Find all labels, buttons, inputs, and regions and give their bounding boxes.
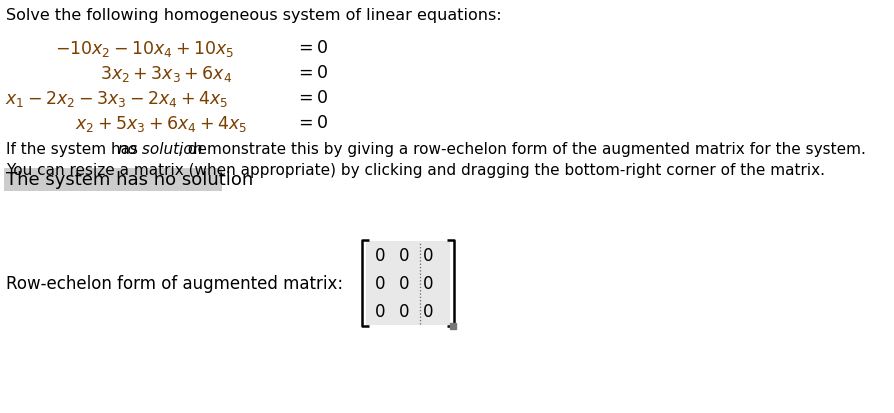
Text: 0: 0	[423, 247, 434, 264]
Text: 0: 0	[375, 247, 385, 264]
Text: 0: 0	[423, 274, 434, 292]
Text: 0: 0	[423, 302, 434, 320]
Text: $-10x_2-10x_4+10x_5$: $-10x_2-10x_4+10x_5$	[55, 39, 234, 59]
FancyBboxPatch shape	[4, 169, 222, 192]
Text: Solve the following homogeneous system of linear equations:: Solve the following homogeneous system o…	[6, 8, 502, 23]
Text: 0: 0	[399, 247, 409, 264]
FancyBboxPatch shape	[366, 242, 450, 325]
Text: Row-echelon form of augmented matrix:: Row-echelon form of augmented matrix:	[6, 274, 343, 292]
Text: You can resize a matrix (when appropriate) by clicking and dragging the bottom-r: You can resize a matrix (when appropriat…	[6, 163, 825, 178]
Text: $= 0$: $= 0$	[295, 114, 328, 132]
Text: 0: 0	[375, 302, 385, 320]
Text: $= 0$: $= 0$	[295, 39, 328, 57]
Text: $= 0$: $= 0$	[295, 89, 328, 107]
Text: 0: 0	[399, 274, 409, 292]
Text: $x_1-2x_2-3x_3-2x_4+4x_5$: $x_1-2x_2-3x_3-2x_4+4x_5$	[5, 89, 228, 109]
Text: $= 0$: $= 0$	[295, 64, 328, 82]
Text: , demonstrate this by giving a row-echelon form of the augmented matrix for the : , demonstrate this by giving a row-echel…	[178, 142, 866, 157]
Text: 0: 0	[399, 302, 409, 320]
Text: The system has no solution: The system has no solution	[6, 171, 253, 189]
Text: If the system has: If the system has	[6, 142, 143, 157]
Text: no solution: no solution	[118, 142, 202, 157]
Text: 0: 0	[375, 274, 385, 292]
Text: $x_2+5x_3+6x_4+4x_5$: $x_2+5x_3+6x_4+4x_5$	[75, 114, 247, 134]
Text: $3x_2+3x_3+6x_4$: $3x_2+3x_3+6x_4$	[100, 64, 232, 84]
